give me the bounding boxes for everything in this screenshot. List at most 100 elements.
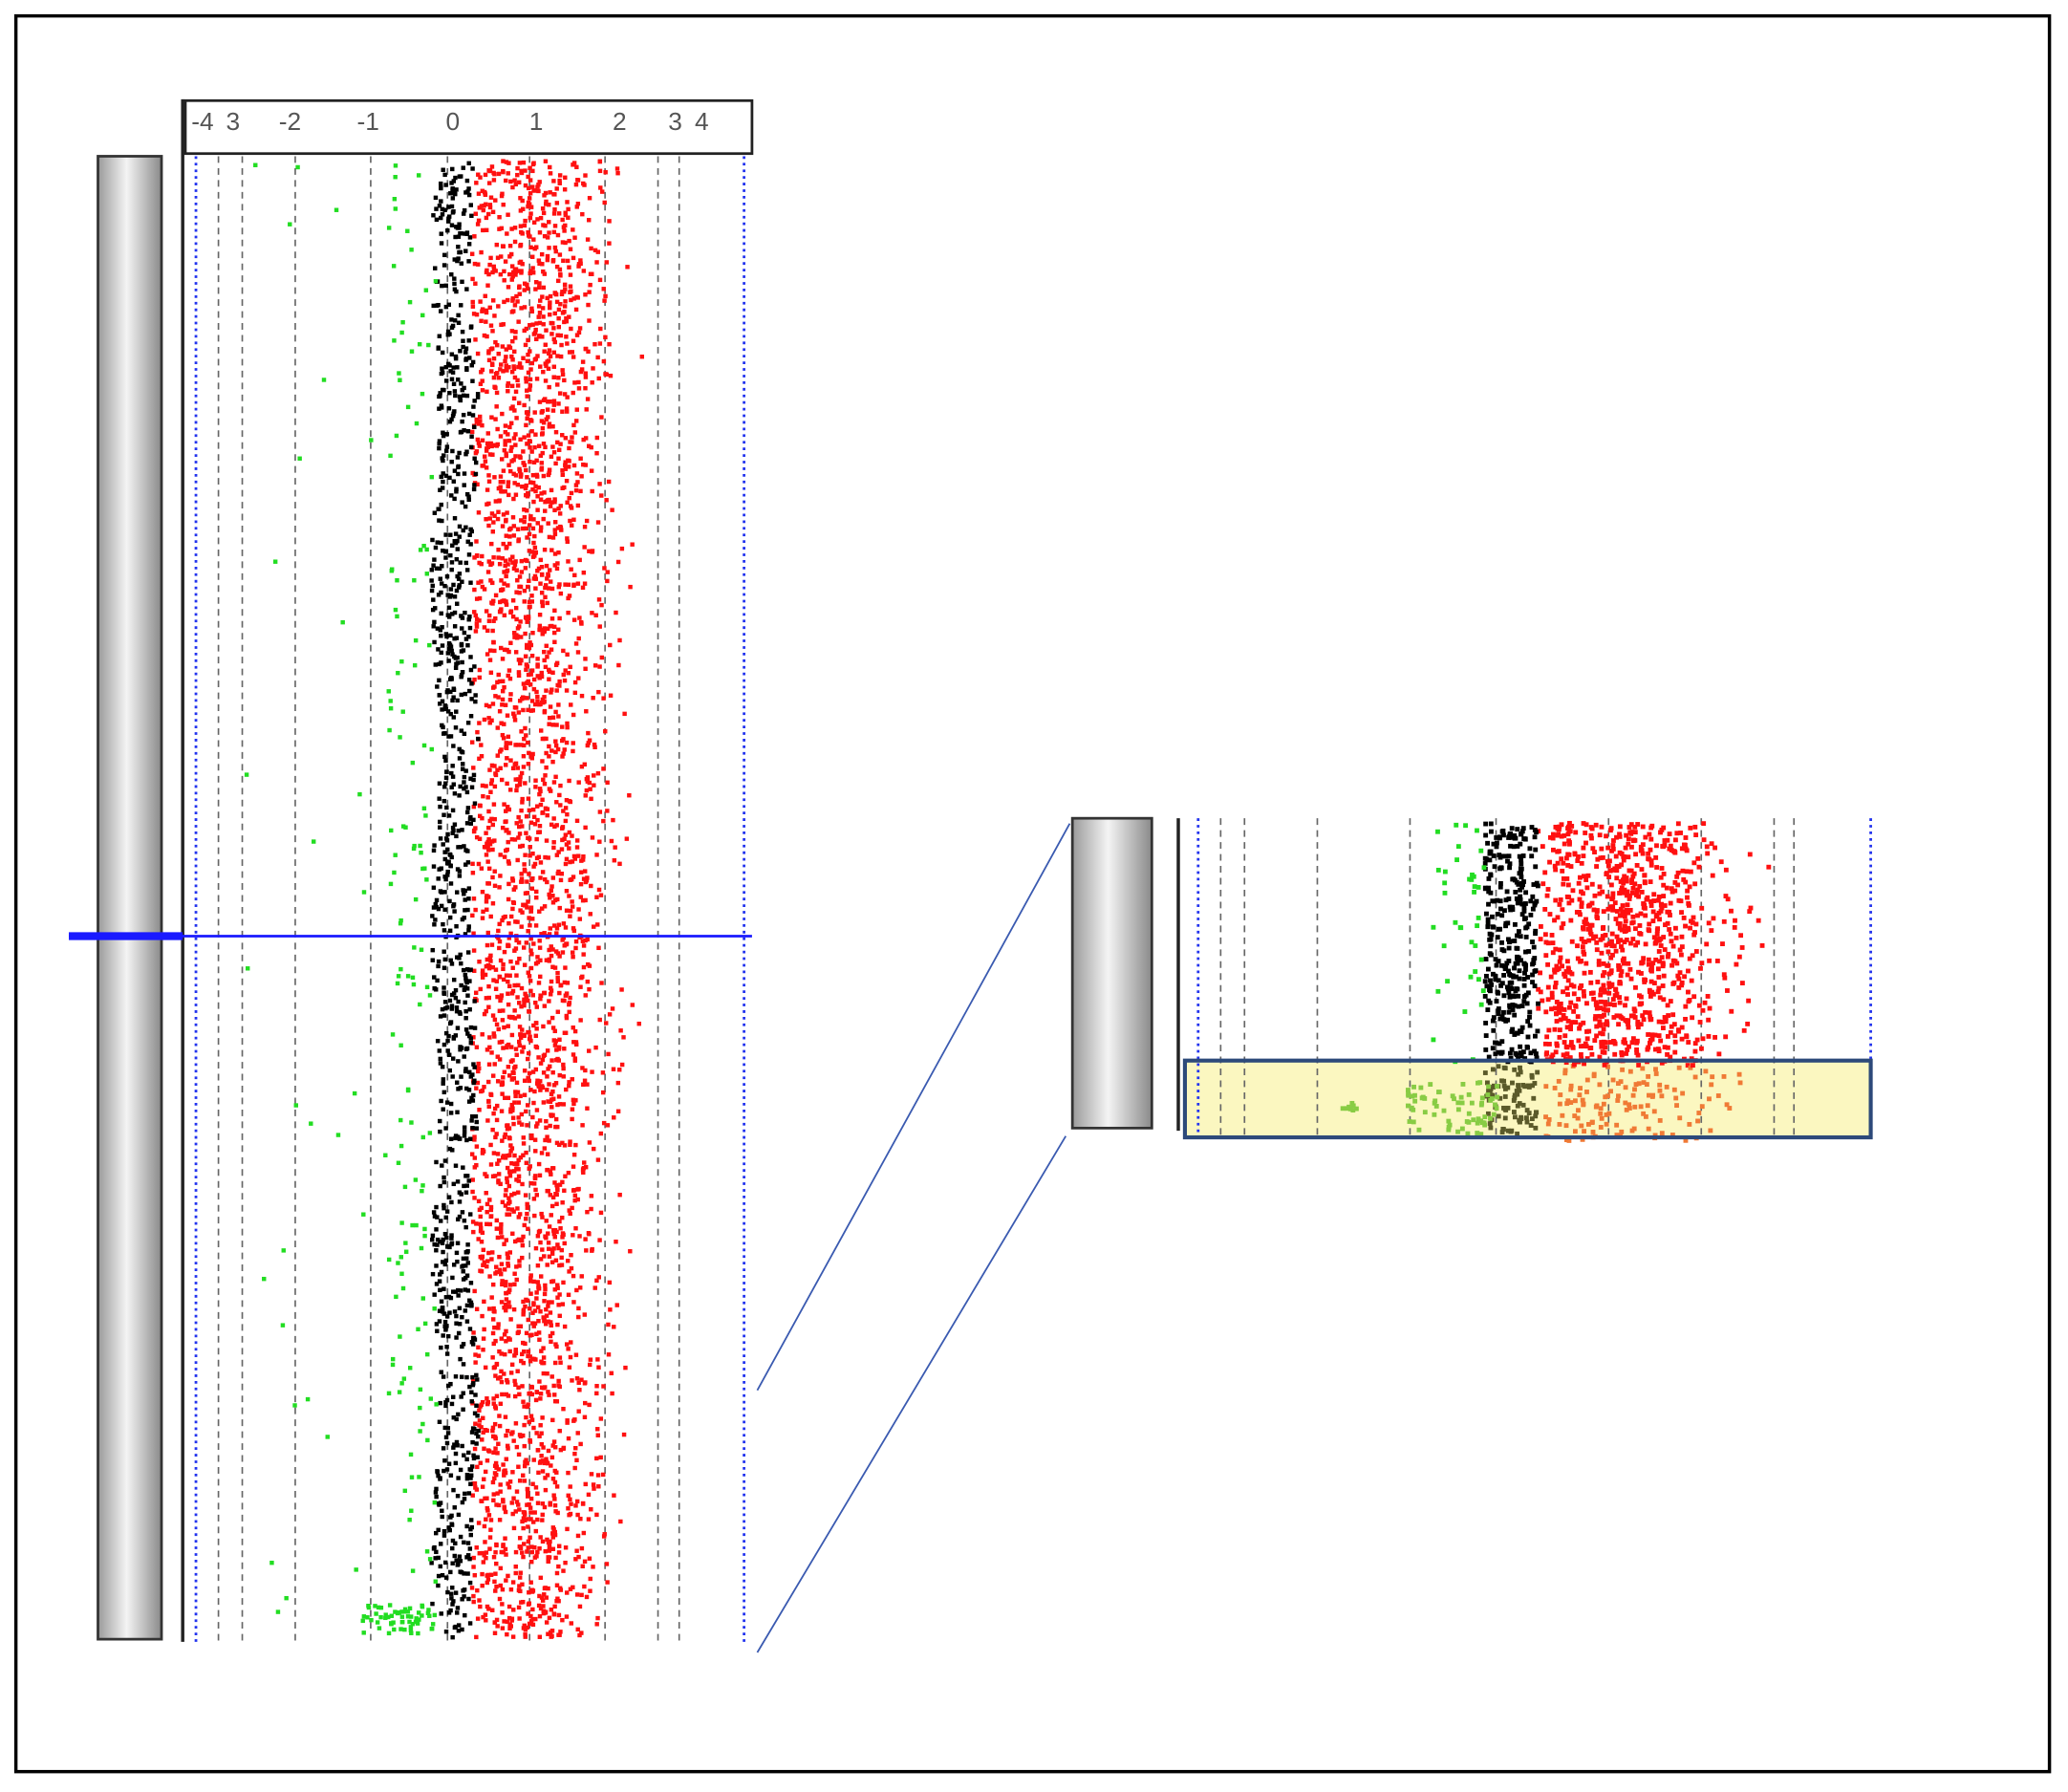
point: [468, 1473, 474, 1478]
point: [515, 482, 521, 487]
point: [552, 499, 557, 505]
point: [431, 848, 437, 853]
point: [567, 1009, 571, 1015]
point: [409, 1630, 414, 1635]
point: [621, 1432, 627, 1437]
point: [403, 825, 408, 830]
point: [513, 454, 518, 459]
point: [456, 234, 462, 239]
point: [573, 1226, 578, 1231]
point: [535, 354, 540, 358]
point: [429, 578, 434, 583]
point: [550, 1069, 555, 1075]
point: [542, 349, 547, 354]
point: [269, 1560, 274, 1565]
point: [447, 998, 453, 1004]
point: [517, 1039, 522, 1045]
point: [540, 1598, 546, 1603]
point: [456, 1059, 461, 1064]
point: [549, 1105, 554, 1110]
point: [594, 1456, 599, 1461]
point: [558, 302, 563, 307]
point: [1600, 1031, 1605, 1037]
point: [480, 367, 485, 373]
point: [506, 171, 510, 176]
point: [547, 932, 552, 937]
point: [548, 171, 553, 176]
point: [510, 614, 516, 619]
point: [518, 1324, 524, 1328]
point: [598, 1131, 604, 1136]
point: [484, 899, 489, 904]
point: [465, 993, 470, 998]
point: [562, 392, 568, 397]
point: [467, 614, 472, 619]
point: [440, 1064, 445, 1069]
point: [1638, 1022, 1644, 1027]
point: [627, 792, 632, 798]
point: [558, 591, 564, 596]
point: [568, 859, 572, 865]
point: [470, 359, 476, 365]
point: [1565, 831, 1571, 837]
point: [1568, 1087, 1574, 1092]
point: [445, 1048, 450, 1053]
point: [541, 1355, 547, 1360]
point: [562, 310, 567, 314]
point: [480, 553, 485, 559]
point: [510, 988, 516, 994]
point: [511, 887, 517, 892]
point: [589, 1507, 593, 1512]
point: [506, 1002, 511, 1007]
point: [556, 307, 562, 313]
point: [1570, 888, 1576, 894]
point: [494, 1543, 499, 1548]
point: [1589, 900, 1595, 906]
point: [1641, 1111, 1647, 1116]
point: [468, 527, 473, 532]
point: [502, 1473, 506, 1478]
point: [549, 1633, 554, 1639]
point: [485, 389, 489, 395]
point: [543, 159, 549, 163]
point: [450, 764, 455, 768]
point: [479, 249, 484, 255]
point: [480, 971, 485, 976]
point: [555, 979, 561, 984]
point: [452, 389, 458, 394]
point: [550, 894, 555, 898]
point: [541, 398, 547, 403]
point: [463, 451, 468, 457]
point: [1725, 988, 1730, 993]
point: [441, 548, 445, 553]
point: [424, 877, 429, 882]
point: [492, 1174, 498, 1178]
point: [513, 492, 519, 497]
point: [472, 968, 477, 973]
point: [501, 480, 506, 485]
point: [1634, 863, 1640, 868]
point: [1643, 834, 1648, 840]
point: [494, 1617, 500, 1623]
point: [1630, 919, 1636, 925]
point: [614, 1303, 619, 1307]
point: [400, 319, 405, 325]
point: [582, 1400, 588, 1406]
point: [466, 635, 471, 639]
point: [555, 440, 560, 445]
point: [448, 369, 453, 374]
point: [500, 1155, 506, 1160]
point: [1686, 1040, 1691, 1045]
point: [504, 743, 509, 748]
point: [537, 399, 543, 404]
point: [506, 1289, 511, 1295]
point: [515, 527, 521, 531]
point: [525, 1404, 530, 1410]
point: [490, 1425, 496, 1431]
point: [576, 676, 581, 680]
point: [462, 428, 466, 433]
point: [474, 616, 480, 622]
point: [536, 1318, 541, 1324]
point: [576, 1409, 581, 1414]
point: [516, 1014, 522, 1019]
